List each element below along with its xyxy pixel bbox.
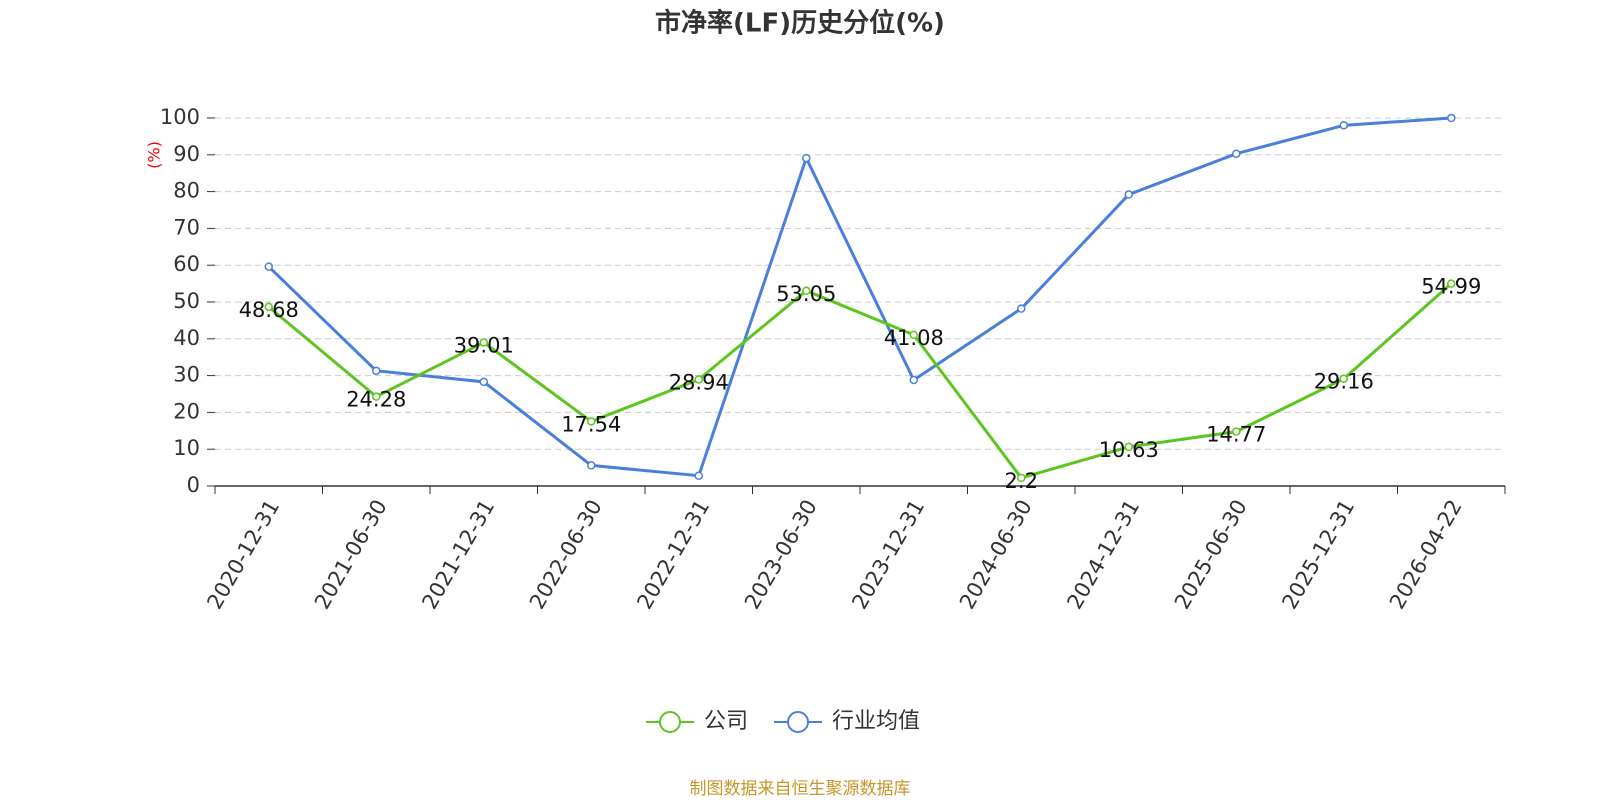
- x-tick-label: 2023-12-31: [847, 496, 929, 614]
- y-tick-label: 0: [187, 473, 200, 497]
- data-label: 14.77: [1206, 423, 1266, 447]
- point: [479, 377, 488, 387]
- point: [264, 262, 273, 271]
- data-label: 53.05: [776, 282, 836, 306]
- point: [479, 338, 488, 347]
- y-tick-label: 10: [173, 436, 200, 460]
- y-axis-label: (%): [145, 141, 164, 169]
- y-tick-label: 90: [173, 142, 200, 166]
- y-tick-label: 30: [173, 363, 200, 387]
- x-tick-label: 2021-06-30: [310, 496, 392, 614]
- x-tick-label: 2023-06-30: [740, 496, 822, 614]
- point: [1232, 427, 1241, 436]
- data-label: 48.68: [239, 298, 299, 322]
- legend-marker: [787, 711, 810, 733]
- point: [1447, 113, 1456, 123]
- point: [1339, 121, 1348, 130]
- series-line: [267, 282, 1453, 480]
- point: [1124, 442, 1133, 452]
- point: [909, 375, 918, 385]
- point: [264, 302, 273, 312]
- x-tick-label: 2026-04-22: [1385, 496, 1467, 614]
- y-tick-label: 60: [173, 252, 200, 276]
- point: [694, 375, 703, 384]
- x-tick-label: 2022-12-31: [632, 496, 714, 614]
- point: [1339, 374, 1348, 383]
- point: [1017, 304, 1026, 313]
- x-tick-label: 2025-12-31: [1277, 496, 1359, 614]
- data-label: 54.99: [1421, 275, 1481, 299]
- point: [587, 461, 596, 470]
- x-tick-label: 2021-12-31: [417, 496, 499, 614]
- data-label: 39.01: [454, 333, 514, 357]
- y-tick-label: 100: [160, 105, 200, 129]
- point: [694, 471, 703, 480]
- x-tick-label: 2024-12-31: [1062, 496, 1144, 614]
- point: [1232, 149, 1241, 158]
- x-tick-label: 2022-06-30: [525, 496, 607, 614]
- y-tick-label: 80: [173, 179, 200, 203]
- legend-marker: [659, 711, 681, 733]
- series-line: [267, 116, 1452, 478]
- point: [372, 366, 381, 376]
- legend-label: 行业均值: [832, 709, 920, 734]
- x-tick-label: 2025-06-30: [1170, 496, 1252, 614]
- data-label: 41.08: [884, 326, 944, 350]
- point: [1447, 279, 1456, 288]
- point: [802, 286, 811, 296]
- data-label: 28.94: [669, 371, 729, 395]
- data-label: 29.16: [1314, 370, 1374, 394]
- y-tick-label: 70: [173, 215, 200, 239]
- y-tick-label: 50: [173, 289, 200, 313]
- x-tick-label: 2020-12-31: [202, 496, 284, 614]
- data-label: 24.28: [346, 388, 406, 412]
- data-label: 17.54: [561, 412, 621, 436]
- point: [909, 330, 918, 340]
- chart-title: 市净率(LF)历史分位(%): [655, 8, 945, 39]
- data-label: 2.2: [1005, 469, 1038, 493]
- point: [1017, 473, 1026, 483]
- y-tick-label: 40: [173, 326, 200, 350]
- legend-label: 公司: [704, 709, 748, 734]
- y-tick-label: 20: [173, 399, 200, 423]
- data-label: 10.63: [1099, 438, 1159, 462]
- point: [372, 392, 381, 401]
- source-note: 制图数据来自恒生聚源数据库: [690, 779, 911, 799]
- point: [1124, 190, 1133, 199]
- point: [802, 153, 811, 163]
- point: [587, 417, 596, 426]
- x-tick-label: 2024-06-30: [955, 496, 1037, 614]
